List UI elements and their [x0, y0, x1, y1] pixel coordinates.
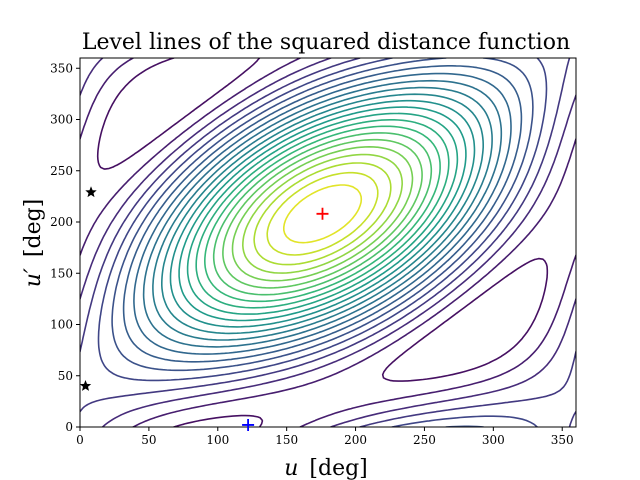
contour-lines — [80, 58, 576, 427]
y-tick-label: 350 — [50, 61, 73, 75]
plot-frame — [79, 57, 577, 428]
x-tick-label: 0 — [76, 433, 84, 447]
x-axis-ticks: 0 50 100 150 200 250 300 350 — [76, 427, 574, 447]
contour-level-line — [122, 65, 523, 363]
y-tick-label: 250 — [50, 164, 73, 178]
x-axis-label-variable: u — [284, 456, 298, 480]
contour-level-line — [161, 93, 484, 335]
contour-level-line — [80, 58, 576, 427]
contour-level-line — [231, 146, 414, 282]
x-tick-label: 300 — [482, 433, 505, 447]
contour-level-line — [178, 106, 467, 322]
marker-layer — [79, 186, 329, 431]
contour-level-line — [266, 171, 379, 256]
contour-level-line — [283, 184, 363, 244]
y-tick-label: 150 — [50, 266, 73, 280]
contour-level-line — [142, 79, 503, 348]
chart-title: Level lines of the squared distance func… — [82, 30, 570, 55]
contour-level-line — [222, 138, 423, 289]
x-tick-label: 150 — [275, 433, 298, 447]
star-marker — [85, 186, 97, 198]
y-tick-label: 50 — [58, 369, 73, 383]
contour-level-line — [195, 119, 450, 309]
contour-level-line — [169, 99, 476, 328]
contour-level-line — [133, 72, 512, 355]
y-tick-label: 0 — [65, 420, 73, 434]
plot-area — [79, 57, 577, 428]
y-axis-label-unit: [deg] — [21, 199, 46, 257]
contour-level-line — [204, 125, 441, 303]
contour-level-line — [242, 153, 403, 274]
y-tick-label: 300 — [50, 113, 73, 127]
y-axis-ticks: 0 50 100 150 200 250 300 350 — [50, 61, 80, 434]
star-marker — [79, 380, 92, 391]
x-tick-label: 100 — [206, 433, 229, 447]
contour-level-line — [212, 132, 433, 296]
contour-level-line — [80, 58, 576, 427]
x-tick-label: 350 — [551, 433, 574, 447]
plus-marker — [316, 207, 329, 220]
y-tick-label: 100 — [50, 318, 73, 332]
plus-marker — [242, 418, 255, 431]
x-tick-label: 200 — [344, 433, 367, 447]
x-axis-label-unit: [deg] — [309, 456, 367, 480]
x-tick-label: 50 — [141, 433, 156, 447]
x-tick-label: 250 — [413, 433, 436, 447]
contour-level-line — [186, 112, 459, 315]
contour-level-line — [253, 162, 392, 266]
y-axis-label-variable: u′ — [21, 268, 46, 287]
x-axis-label: u [deg] — [284, 456, 368, 480]
y-tick-label: 200 — [50, 215, 73, 229]
contour-level-line — [80, 58, 576, 427]
y-axis-label: u′ [deg] — [21, 199, 46, 288]
contour-level-line — [152, 86, 493, 341]
